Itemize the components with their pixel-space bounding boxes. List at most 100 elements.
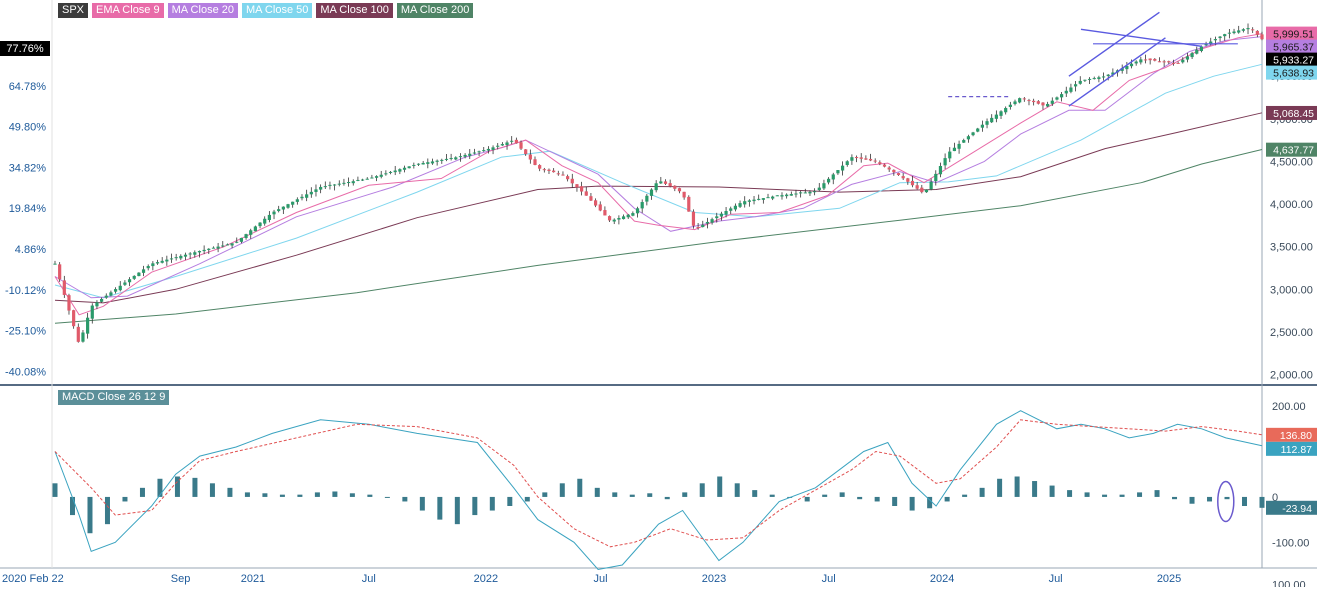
x-tick: 2025 [1157, 573, 1181, 585]
candle [766, 197, 770, 199]
candle [845, 161, 849, 165]
candle [1232, 31, 1236, 34]
histogram-bar [962, 494, 968, 497]
candle [505, 142, 509, 146]
price-label-badge [1266, 105, 1317, 120]
y-tick-right: 2,500.00 [1270, 327, 1313, 339]
candle [486, 148, 491, 151]
candle [384, 173, 388, 175]
candle [635, 208, 640, 214]
candle [141, 269, 146, 273]
x-tick: 2022 [474, 573, 498, 585]
candle [1227, 32, 1231, 34]
histogram-bar [227, 487, 233, 497]
candle [854, 157, 859, 159]
histogram-bar [174, 476, 180, 497]
candle [607, 216, 612, 221]
candle [794, 193, 798, 195]
histogram-bar [1154, 490, 1160, 497]
candle [440, 159, 444, 161]
macd-value-label: -23.94 [1282, 503, 1312, 515]
candle [1036, 101, 1040, 104]
candle [1129, 63, 1134, 67]
candle [463, 154, 467, 157]
histogram-bar [157, 478, 163, 497]
legend-item: EMA Close 9 [92, 3, 164, 18]
candle [510, 140, 514, 142]
candle [249, 230, 253, 235]
y-tick-left: -10.12% [5, 285, 46, 297]
price-label: 5,999.51 [1273, 29, 1314, 41]
candle [864, 158, 868, 160]
candle [761, 198, 765, 200]
candle [1190, 53, 1194, 58]
histogram-bar [297, 494, 303, 497]
candle [1204, 44, 1208, 46]
price-label: 5,933.27 [1273, 55, 1314, 67]
candle [929, 181, 933, 190]
histogram-bar [1207, 496, 1213, 502]
candle [179, 255, 183, 259]
macd-series-macd [54, 410, 1263, 571]
candle [705, 221, 710, 224]
candle [538, 165, 542, 169]
candle [561, 174, 565, 176]
candle [603, 210, 607, 216]
candle [617, 218, 621, 220]
candle [771, 196, 775, 199]
histogram-bar [472, 496, 478, 516]
candle [524, 149, 528, 155]
candle [547, 169, 551, 171]
candle [360, 179, 365, 181]
candle [323, 186, 327, 188]
candle [631, 213, 635, 216]
histogram-bar [489, 496, 495, 511]
candle [1213, 39, 1217, 41]
candle [743, 201, 747, 205]
candle [514, 139, 518, 144]
candle [402, 167, 407, 170]
candle [300, 196, 304, 199]
histogram-bar [1102, 494, 1108, 497]
y-tick-left: 64.78% [9, 81, 47, 93]
histogram-bar [507, 496, 513, 506]
y-tick-right: 3,000.00 [1270, 284, 1313, 296]
candle [966, 136, 971, 140]
histogram-bar [699, 483, 705, 497]
candle [715, 216, 719, 219]
candle [1073, 84, 1078, 87]
x-tick: 2021 [241, 573, 265, 585]
candle [1162, 61, 1166, 63]
candle [985, 121, 989, 125]
candle [305, 194, 309, 198]
candle [416, 163, 421, 165]
candle [477, 151, 481, 153]
candle [123, 282, 127, 285]
candle [589, 196, 593, 201]
candle [398, 169, 402, 172]
histogram-bar [122, 496, 128, 502]
candle [943, 158, 947, 166]
histogram-bar [279, 494, 285, 497]
candle [328, 184, 332, 186]
histogram-bar [892, 496, 898, 506]
candle [211, 247, 216, 249]
candle [281, 206, 285, 210]
candle [528, 154, 532, 160]
candle [1153, 58, 1157, 61]
histogram-bar [682, 492, 688, 497]
histogram-bar [419, 496, 425, 511]
candle [757, 198, 761, 200]
histogram-bar [927, 496, 933, 509]
price-label: 5,638.93 [1273, 68, 1314, 80]
candle [1050, 100, 1054, 104]
candle [593, 200, 598, 206]
candle [188, 253, 192, 255]
candle [221, 245, 225, 247]
legend-item: MA Close 50 [241, 3, 313, 18]
candle [67, 295, 71, 311]
candle [76, 326, 80, 342]
candle [1125, 65, 1129, 70]
candle [1083, 79, 1087, 81]
histogram-bar [1259, 496, 1265, 508]
